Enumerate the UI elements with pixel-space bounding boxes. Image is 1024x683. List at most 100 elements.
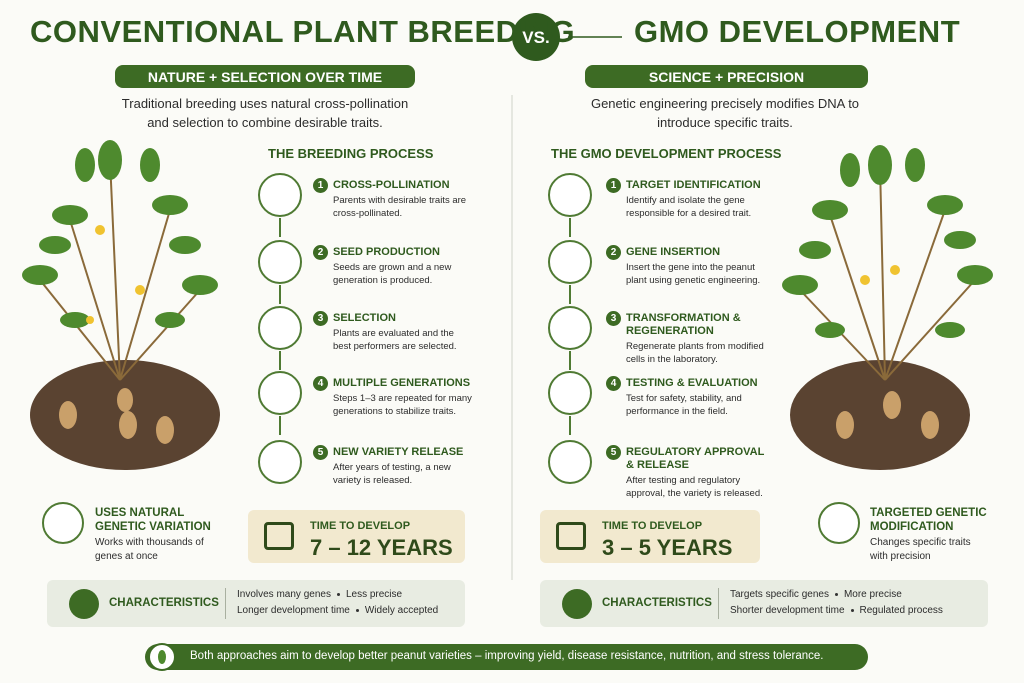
step-text: Test for safety, stability, and performa… xyxy=(626,393,742,417)
time-value: 7 – 12 YEARS xyxy=(310,535,453,560)
step-title: TESTING & EVALUATION xyxy=(626,377,758,389)
characteristics-row: Longer development time Widely accepted xyxy=(237,605,438,616)
time-label: TIME TO DEVELOP xyxy=(310,520,411,532)
characteristic: Less precise xyxy=(345,589,403,600)
intro: Genetic engineering precisely modifies D… xyxy=(590,96,860,130)
step-title: SEED PRODUCTION xyxy=(333,246,440,258)
step-title: NEW VARIETY RELEASE xyxy=(333,446,464,458)
process-title: THE BREEDING PROCESS xyxy=(268,146,434,161)
bullet xyxy=(850,609,854,612)
characteristics-row: Involves many genes Less precise xyxy=(237,589,402,600)
left-title: CONVENTIONAL PLANT BREEDING xyxy=(30,14,576,49)
step-number: 2 xyxy=(313,245,328,260)
step-number: 4 xyxy=(606,376,621,391)
characteristic: Targets specific genes xyxy=(730,589,829,600)
step-text: Identify and isolate the gene responsibl… xyxy=(626,195,752,219)
step-text: Insert the gene into the peanut plant us… xyxy=(626,262,761,286)
feature-title: USES NATURAL GENETIC VARIATION xyxy=(95,507,211,533)
characteristic: Shorter development time xyxy=(730,605,845,616)
step-number: 1 xyxy=(606,178,621,193)
bullet xyxy=(336,593,340,596)
characteristics-label: CHARACTERISTICS xyxy=(602,597,712,609)
characteristics-row: Targets specific genes More precise xyxy=(730,589,902,600)
step-icon xyxy=(548,440,592,484)
step-text: Seeds are grown and a new generation is … xyxy=(333,262,452,286)
step-title: TRANSFORMATION & REGENERATION xyxy=(626,312,741,337)
step-text: After years of testing, a new variety is… xyxy=(333,462,451,486)
vs-circle xyxy=(512,13,560,61)
feature-text: Works with thousands of genes at once xyxy=(95,537,204,562)
arrow xyxy=(569,351,571,370)
time-value: 3 – 5 YEARS xyxy=(602,535,733,560)
calendar-icon xyxy=(556,522,586,550)
banner: SCIENCE + PRECISION xyxy=(585,65,868,88)
step-icon xyxy=(258,371,302,415)
step-text: Steps 1–3 are repeated for many generati… xyxy=(333,393,472,417)
step-icon xyxy=(258,306,302,350)
step-icon xyxy=(258,173,302,217)
characteristics-box: CHARACTERISTICS Involves many genes Less p… xyxy=(47,580,465,627)
time-box: TIME TO DEVELOP 7 – 12 YEARS xyxy=(248,510,465,563)
step-title: TARGET IDENTIFICATION xyxy=(626,179,761,191)
step-icon xyxy=(258,440,302,484)
bullet xyxy=(834,593,838,596)
step-text: Regenerate plants from modified cells in… xyxy=(626,341,764,365)
characteristic: Widely accepted xyxy=(364,605,439,616)
characteristic: Longer development time xyxy=(237,605,350,616)
step-icon xyxy=(548,173,592,217)
plant-right xyxy=(782,145,993,470)
process-title: THE GMO DEVELOPMENT PROCESS xyxy=(551,146,782,161)
step-number: 3 xyxy=(606,311,621,326)
step-number: 1 xyxy=(313,178,328,193)
arrow xyxy=(279,285,281,304)
separator xyxy=(225,588,226,619)
step-text: After testing and regulatory approval, t… xyxy=(626,475,763,499)
time-label: TIME TO DEVELOP xyxy=(602,520,703,532)
step-number: 3 xyxy=(313,311,328,326)
leaf xyxy=(158,650,166,664)
step-title: CROSS-POLLINATION xyxy=(333,179,450,191)
step-number: 2 xyxy=(606,245,621,260)
separator xyxy=(718,588,719,619)
calendar-icon xyxy=(264,522,294,550)
arrow xyxy=(279,416,281,435)
check-icon xyxy=(69,589,99,619)
step-title: MULTIPLE GENERATIONS xyxy=(333,377,471,389)
step-icon xyxy=(548,240,592,284)
step-text: Plants are evaluated and the best perfor… xyxy=(333,328,457,352)
right-title: GMO DEVELOPMENT xyxy=(634,14,961,49)
characteristics-row: Shorter development time Regulated proces… xyxy=(730,605,943,616)
feature-title: TARGETED GENETIC MODIFICATION xyxy=(870,507,987,533)
characteristic: Regulated process xyxy=(859,605,943,616)
step-number: 4 xyxy=(313,376,328,391)
arrow xyxy=(279,351,281,370)
footer-pill xyxy=(145,644,868,670)
step-title: SELECTION xyxy=(333,312,396,324)
feature-icon xyxy=(42,502,84,544)
check-icon xyxy=(562,589,592,619)
feature-text: Changes specific traits with precision xyxy=(870,537,971,562)
arrow xyxy=(569,285,571,304)
bullet xyxy=(355,609,359,612)
step-number: 5 xyxy=(606,445,621,460)
characteristic: Involves many genes xyxy=(237,589,331,600)
arrow xyxy=(569,416,571,435)
arrow xyxy=(279,218,281,237)
vs: VS. xyxy=(522,28,550,47)
plant-left xyxy=(22,140,220,470)
characteristics-box: CHARACTERISTICS Targets specific genes Mor… xyxy=(540,580,988,627)
intro: Traditional breeding uses natural cross-… xyxy=(121,96,409,130)
footer-text: Both approaches aim to develop better pe… xyxy=(190,650,824,662)
step-text: Parents with desirable traits are cross-… xyxy=(333,195,467,219)
step-title: GENE INSERTION xyxy=(626,246,721,258)
feature-icon xyxy=(818,502,860,544)
step-icon xyxy=(548,306,592,350)
step-title: REGULATORY APPROVAL & RELEASE xyxy=(626,446,765,471)
banner: NATURE + SELECTION OVER TIME xyxy=(115,65,415,88)
step-number: 5 xyxy=(313,445,328,460)
time-box: TIME TO DEVELOP 3 – 5 YEARS xyxy=(540,510,760,563)
step-icon xyxy=(258,240,302,284)
step-icon xyxy=(548,371,592,415)
